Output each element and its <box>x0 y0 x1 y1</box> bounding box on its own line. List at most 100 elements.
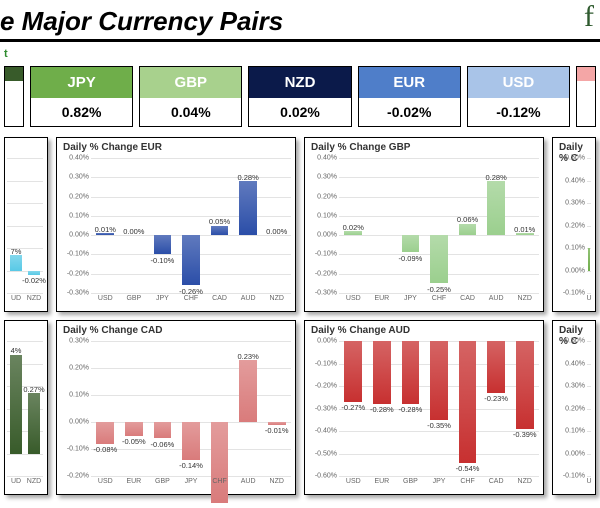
chart-bar <box>402 235 420 252</box>
chart-bar <box>430 341 448 420</box>
y-tick-label: 0.00% <box>69 232 89 239</box>
chart-plot: 7%-0.02% <box>7 158 43 293</box>
bar-value-label: 0.28% <box>486 173 507 182</box>
x-tick-label: AUD <box>241 478 256 485</box>
y-tick-label: 0.00% <box>69 419 89 426</box>
x-tick-label: CHF <box>184 295 198 302</box>
chart-panel: Daily % C-0.10%0.00%0.10%0.20%0.30%0.40%… <box>552 137 596 312</box>
y-tick-label: 0.10% <box>565 245 585 252</box>
chart-title: Daily % Change EUR <box>59 142 293 153</box>
y-tick-label: -0.10% <box>315 251 337 258</box>
x-tick-label: NZD <box>270 295 284 302</box>
x-tick-label: USD <box>98 295 113 302</box>
chart-bar <box>459 224 477 236</box>
bar-value-label: -0.39% <box>513 430 537 439</box>
strongest-label: t <box>0 48 600 60</box>
x-tick-label: NZD <box>27 478 41 485</box>
bar-value-label: -0.23% <box>484 394 508 403</box>
x-tick-label: EUR <box>374 478 389 485</box>
tile-value: -0.02% <box>359 98 460 126</box>
y-tick-label: 0.10% <box>69 392 89 399</box>
x-tick-label: USD <box>346 478 361 485</box>
chart-bar <box>516 341 534 429</box>
bar-value-label: 4% <box>11 346 22 355</box>
x-tick-label: NZD <box>270 478 284 485</box>
x-tick-label: NZD <box>518 295 532 302</box>
y-tick-label: 0.30% <box>69 174 89 181</box>
summary-tile: GBP0.04% <box>139 66 242 127</box>
y-tick-label: -0.20% <box>67 270 89 277</box>
y-tick-label: -0.10% <box>563 473 585 480</box>
x-tick-label: AUD <box>241 295 256 302</box>
y-tick-label: 0.50% <box>565 155 585 162</box>
chart-bar <box>10 355 21 454</box>
y-tick-label: 0.40% <box>565 360 585 367</box>
bar-value-label: 0.27% <box>23 385 44 394</box>
chart-bar <box>154 235 172 254</box>
tile-value <box>5 81 23 93</box>
bar-value-label: -0.25% <box>427 285 451 294</box>
chart-bar <box>373 341 391 404</box>
x-tick-label: EUR <box>374 295 389 302</box>
y-tick-label: 0.00% <box>317 338 337 345</box>
y-tick-label: -0.10% <box>67 446 89 453</box>
chart-bar <box>487 181 505 235</box>
summary-tile: JPY0.82% <box>30 66 133 127</box>
x-tick-label: JPY <box>404 295 417 302</box>
x-tick-label: JPY <box>185 478 198 485</box>
y-tick-label: 0.00% <box>565 267 585 274</box>
chart-plot: 0.01%0.00%-0.10%-0.26%0.05%0.28%0.00% <box>91 158 291 293</box>
bar-value-label: -0.09% <box>399 254 423 263</box>
chart-plot: 4% 0.27% <box>7 341 43 476</box>
y-tick-label: 0.30% <box>565 200 585 207</box>
y-tick-label: 0.30% <box>565 383 585 390</box>
chart-row-1: -0.10%0.00%0.10%0.20%0.30%0.40%0.50%7%-0… <box>0 137 600 312</box>
chart-plot: -0.08%-0.05%-0.06%-0.14%0.23%-0.01% <box>91 341 291 476</box>
chart-panel: Daily % Change CAD-0.20%-0.10%0.00%0.10%… <box>56 320 296 495</box>
chart-bar <box>96 422 114 444</box>
page-title: e Major Currency Pairs <box>0 0 600 42</box>
bar-value-label: -0.01% <box>265 426 289 435</box>
tile-code: JPY <box>31 67 132 98</box>
chart-title: Daily % Change CAD <box>59 325 293 336</box>
y-tick-label: -0.10% <box>315 360 337 367</box>
y-tick-label: -0.10% <box>67 251 89 258</box>
chart-bar <box>154 422 172 438</box>
bar-value-label: 0.06% <box>457 215 478 224</box>
y-tick-label: 0.30% <box>69 338 89 345</box>
y-tick-label: 0.50% <box>565 338 585 345</box>
y-tick-label: -0.40% <box>315 428 337 435</box>
bar-value-label: -0.08% <box>93 445 117 454</box>
y-tick-label: 0.30% <box>317 174 337 181</box>
chart-bar <box>125 422 143 436</box>
chart-panel: Daily % C-0.10%0.00%0.10%0.20%0.30%0.40%… <box>552 320 596 495</box>
chart-bar <box>268 422 286 425</box>
bar-value-label: 0.01% <box>514 225 535 234</box>
chart-plot: 0.02%-0.09%-0.25%0.06%0.28%0.01% <box>339 158 539 293</box>
y-tick-label: 0.00% <box>317 232 337 239</box>
x-tick-label: UD <box>11 295 21 302</box>
chart-plot <box>587 158 591 293</box>
bar-value-label: -0.28% <box>399 405 423 414</box>
tile-value: 0.82% <box>31 98 132 126</box>
y-tick-label: 0.00% <box>565 450 585 457</box>
chart-bar <box>182 235 200 285</box>
chart-bar <box>239 360 257 422</box>
y-tick-label: -0.60% <box>315 473 337 480</box>
y-tick-label: 0.10% <box>69 212 89 219</box>
y-tick-label: 0.10% <box>565 428 585 435</box>
chart-plot <box>587 341 591 476</box>
summary-tile: USD-0.12% <box>467 66 570 127</box>
y-tick-label: -0.50% <box>315 450 337 457</box>
chart-bar <box>344 341 362 402</box>
chart-bar <box>588 248 590 271</box>
x-tick-label: CAD <box>212 295 227 302</box>
y-tick-label: 0.40% <box>69 155 89 162</box>
y-tick-label: -0.30% <box>67 290 89 297</box>
tile-code: USD <box>468 67 569 98</box>
y-tick-label: 0.20% <box>565 405 585 412</box>
bar-value-label: -0.27% <box>341 403 365 412</box>
x-tick-label: NZD <box>518 478 532 485</box>
bar-value-label: -0.05% <box>122 437 146 446</box>
tile-code: GBP <box>140 67 241 98</box>
